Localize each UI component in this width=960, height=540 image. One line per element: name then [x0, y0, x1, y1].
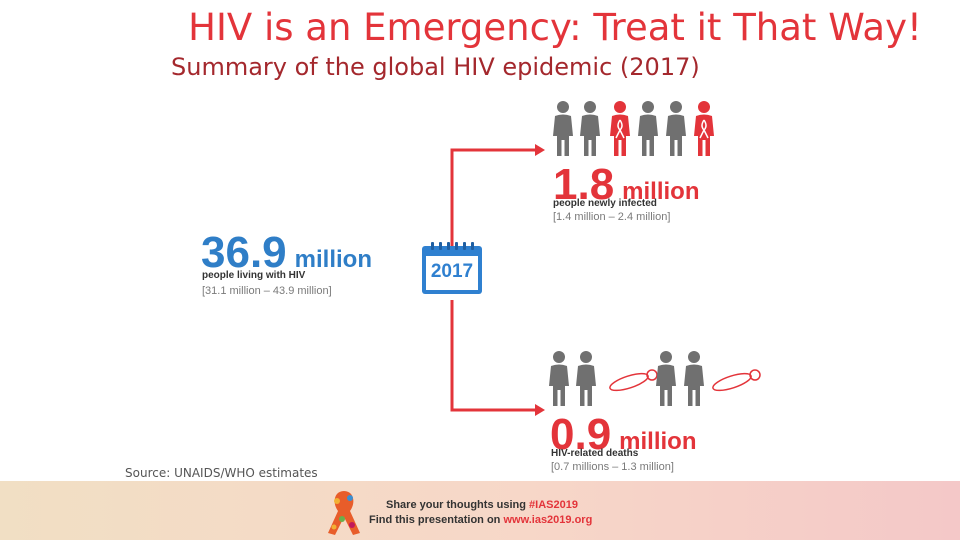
arrow-down-path [450, 300, 535, 412]
infected-unit: million [622, 178, 700, 205]
infected-figure: 1.8 million [553, 160, 700, 210]
calendar-year: 2017 [430, 261, 474, 282]
person-icon-2 [580, 101, 600, 156]
ribbon-icon [699, 119, 709, 139]
deaths-caption: HIV-related deaths [551, 448, 639, 459]
footer-banner: Share your thoughts using #IAS2019 Find … [0, 481, 960, 540]
footer-url-link[interactable]: www.ias2019.org [503, 514, 593, 526]
person-red-icon-3 [610, 101, 630, 156]
infected-caption: people newly infected [553, 198, 657, 209]
person-red-icon-6 [694, 101, 714, 156]
infected-range: [1.4 million – 2.4 million] [553, 211, 671, 223]
people-deaths-icons [549, 351, 761, 406]
infected-number: 1.8 [553, 160, 615, 209]
footer-share-line: Share your thoughts using #IAS2019 [386, 499, 578, 511]
person-icon-4 [638, 101, 658, 156]
living-figure: 36.9 million [201, 228, 372, 278]
deaths-range: [0.7 millions – 1.3 million] [551, 461, 674, 473]
slide-title-text: HIV is an Emergency: Treat it That Way! [188, 6, 922, 49]
flow-arrows [450, 144, 545, 416]
footer-find-text: Find this presentation on [369, 514, 504, 526]
fallen-person-icon [712, 369, 761, 392]
arrow-up-head [535, 144, 545, 156]
slide-title: HIV is an Emergency: Treat it That Way! [0, 6, 960, 50]
source-note: Source: UNAIDS/WHO estimates [125, 466, 318, 480]
living-unit: million [294, 246, 372, 273]
person-icon-3 [656, 351, 676, 406]
person-icon-1 [549, 351, 569, 406]
arrow-up-path [450, 148, 535, 270]
ribbon-icon [615, 119, 625, 139]
slide-subtitle: Summary of the global HIV epidemic (2017… [171, 53, 700, 81]
person-icon-1 [553, 101, 573, 156]
deaths-unit: million [619, 428, 697, 455]
deaths-figure: 0.9 million [550, 410, 697, 460]
footer-share-text: Share your thoughts using [386, 499, 530, 511]
person-icon-4 [684, 351, 704, 406]
ribbon-logo-icon [328, 491, 360, 535]
footer-hashtag[interactable]: #IAS2019 [529, 499, 578, 511]
footer-find-line: Find this presentation on www.ias2019.or… [369, 514, 592, 526]
person-icon-5 [666, 101, 686, 156]
living-range: [31.1 million – 43.9 million] [202, 285, 332, 297]
fallen-person-icon [609, 369, 658, 392]
person-icon-2 [576, 351, 596, 406]
living-caption: people living with HIV [202, 270, 306, 281]
calendar-icon: 2017 [420, 240, 484, 296]
people-infected-icons [553, 101, 714, 156]
deaths-number: 0.9 [550, 410, 612, 459]
living-number: 36.9 [201, 228, 287, 277]
arrow-down-head [535, 404, 545, 416]
